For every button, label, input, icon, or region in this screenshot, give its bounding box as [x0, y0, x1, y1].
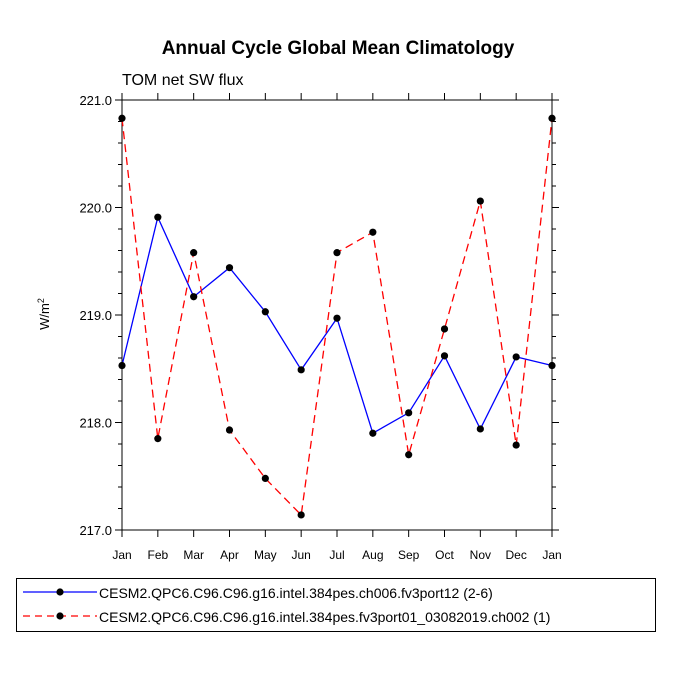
series-2 — [118, 114, 556, 519]
x-tick-label: Sep — [398, 548, 420, 562]
legend-marker-series-2 — [23, 612, 97, 620]
x-tick-label: Jun — [291, 548, 310, 562]
data-point — [440, 325, 449, 333]
data-point — [190, 293, 198, 301]
x-tick-label: Nov — [470, 548, 491, 562]
y-tick-label: 217.0 — [79, 523, 112, 538]
data-point — [118, 114, 126, 122]
data-point — [405, 409, 413, 417]
x-tick-label: Apr — [220, 548, 239, 562]
data-point — [440, 352, 449, 360]
x-tick-label: May — [254, 548, 277, 562]
chart-subtitle: TOM net SW flux — [122, 72, 244, 89]
data-point — [512, 353, 520, 361]
y-axis-label-superscript: 2 — [36, 298, 46, 303]
x-tick-label: Jan — [542, 548, 561, 562]
svg-text:W/m2: W/m2 — [36, 298, 52, 330]
legend-label-series-2: CESM2.QPC6.C96.C96.g16.intel.384pes.fv3p… — [99, 609, 551, 625]
data-point — [297, 511, 305, 519]
y-tick-label: 218.0 — [79, 416, 112, 431]
data-point — [333, 314, 341, 322]
legend-entry-series-2: CESM2.QPC6.C96.C96.g16.intel.384pes.fv3p… — [17, 607, 655, 629]
legend-label-series-1: CESM2.QPC6.C96.C96.g16.intel.384pes.ch00… — [99, 585, 493, 601]
data-point — [297, 366, 305, 374]
y-tick-label: 221.0 — [79, 93, 112, 108]
data-point — [512, 441, 520, 449]
data-point — [405, 451, 413, 459]
legend-entry-series-1: CESM2.QPC6.C96.C96.g16.intel.384pes.ch00… — [17, 583, 655, 605]
x-tick-label: Feb — [147, 548, 168, 562]
y-axis-label: W/m2 — [36, 298, 52, 330]
data-point — [369, 228, 377, 236]
x-tick-label: Jan — [112, 548, 131, 562]
x-tick-label: Aug — [362, 548, 383, 562]
data-point — [225, 426, 234, 434]
x-tick-label: Dec — [505, 548, 526, 562]
data-point — [261, 308, 269, 316]
data-point — [548, 361, 556, 370]
data-point — [476, 197, 484, 205]
data-point — [333, 249, 341, 257]
chart-title: Annual Cycle Global Mean Climatology — [162, 38, 515, 59]
data-point — [154, 213, 162, 221]
data-point — [225, 264, 234, 272]
y-axis-label-unit: W/m — [37, 303, 52, 330]
series-1 — [118, 213, 556, 437]
data-point — [118, 361, 126, 370]
data-point — [369, 429, 377, 437]
data-point — [261, 474, 269, 482]
x-tick-label: Jul — [329, 548, 344, 562]
data-point — [548, 114, 556, 122]
y-tick-label: 219.0 — [79, 308, 112, 323]
y-tick-label: 220.0 — [79, 201, 112, 216]
legend-marker-series-1 — [23, 588, 97, 596]
series-layer — [118, 114, 556, 519]
x-tick-label: Mar — [183, 548, 204, 562]
axis-ticks: 217.0 218.0 219.0 220.0 221.0 Jan Feb Mar Apr May… — [79, 93, 562, 562]
data-point — [154, 435, 162, 443]
data-point — [476, 425, 484, 433]
x-tick-label: Oct — [435, 548, 454, 562]
data-point — [190, 249, 198, 257]
legend: CESM2.QPC6.C96.C96.g16.intel.384pes.ch00… — [16, 578, 656, 632]
